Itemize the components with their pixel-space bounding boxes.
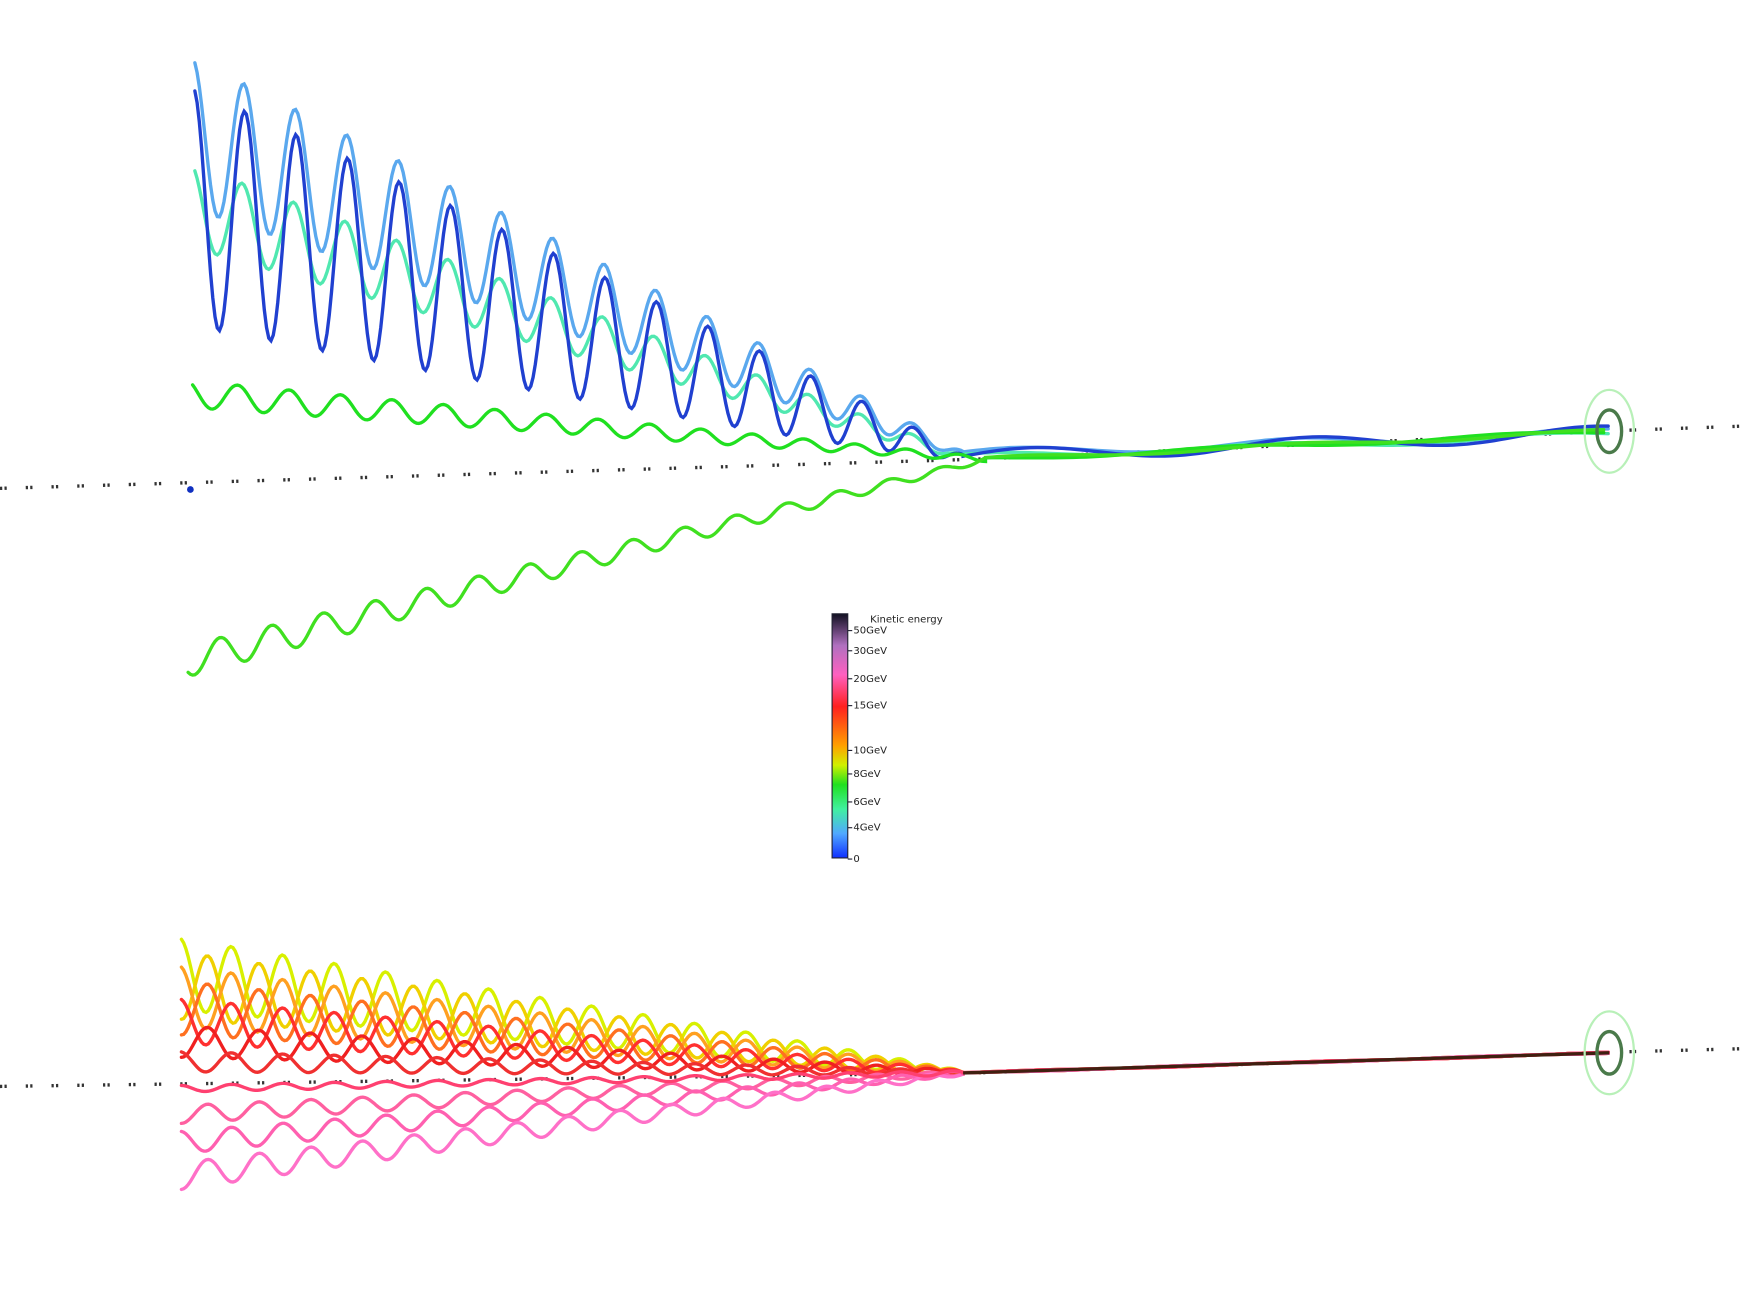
track	[963, 1051, 1610, 1075]
legend-label: 50GeV	[853, 626, 887, 637]
legend-label: 0	[853, 854, 859, 865]
inner-ring	[1595, 408, 1624, 455]
legend-label: 15GeV	[853, 701, 887, 712]
legend: Kinetic energy 50GeV 30GeV 20GeV 15GeV 10GeV…	[831, 613, 943, 865]
track	[186, 428, 1606, 677]
track	[193, 89, 1610, 460]
legend-label: 8GeV	[853, 769, 880, 780]
legend-label: 4GeV	[853, 823, 880, 834]
beam-dots	[1629, 1046, 1756, 1054]
legend-label: 10GeV	[853, 745, 887, 756]
outer-ring	[1583, 388, 1636, 474]
legend-title: Kinetic energy	[870, 614, 943, 625]
beam-dots	[1629, 423, 1756, 432]
vertex	[187, 486, 194, 493]
track	[193, 61, 1610, 454]
outer-ring	[1583, 1010, 1636, 1096]
track	[190, 383, 1606, 464]
legend-label: 30GeV	[853, 646, 887, 657]
legend-label: 20GeV	[853, 674, 887, 685]
inner-ring	[1595, 1029, 1624, 1076]
color-bar	[831, 613, 849, 859]
tracks	[0, 61, 1756, 1192]
legend-label: 6GeV	[853, 797, 880, 808]
